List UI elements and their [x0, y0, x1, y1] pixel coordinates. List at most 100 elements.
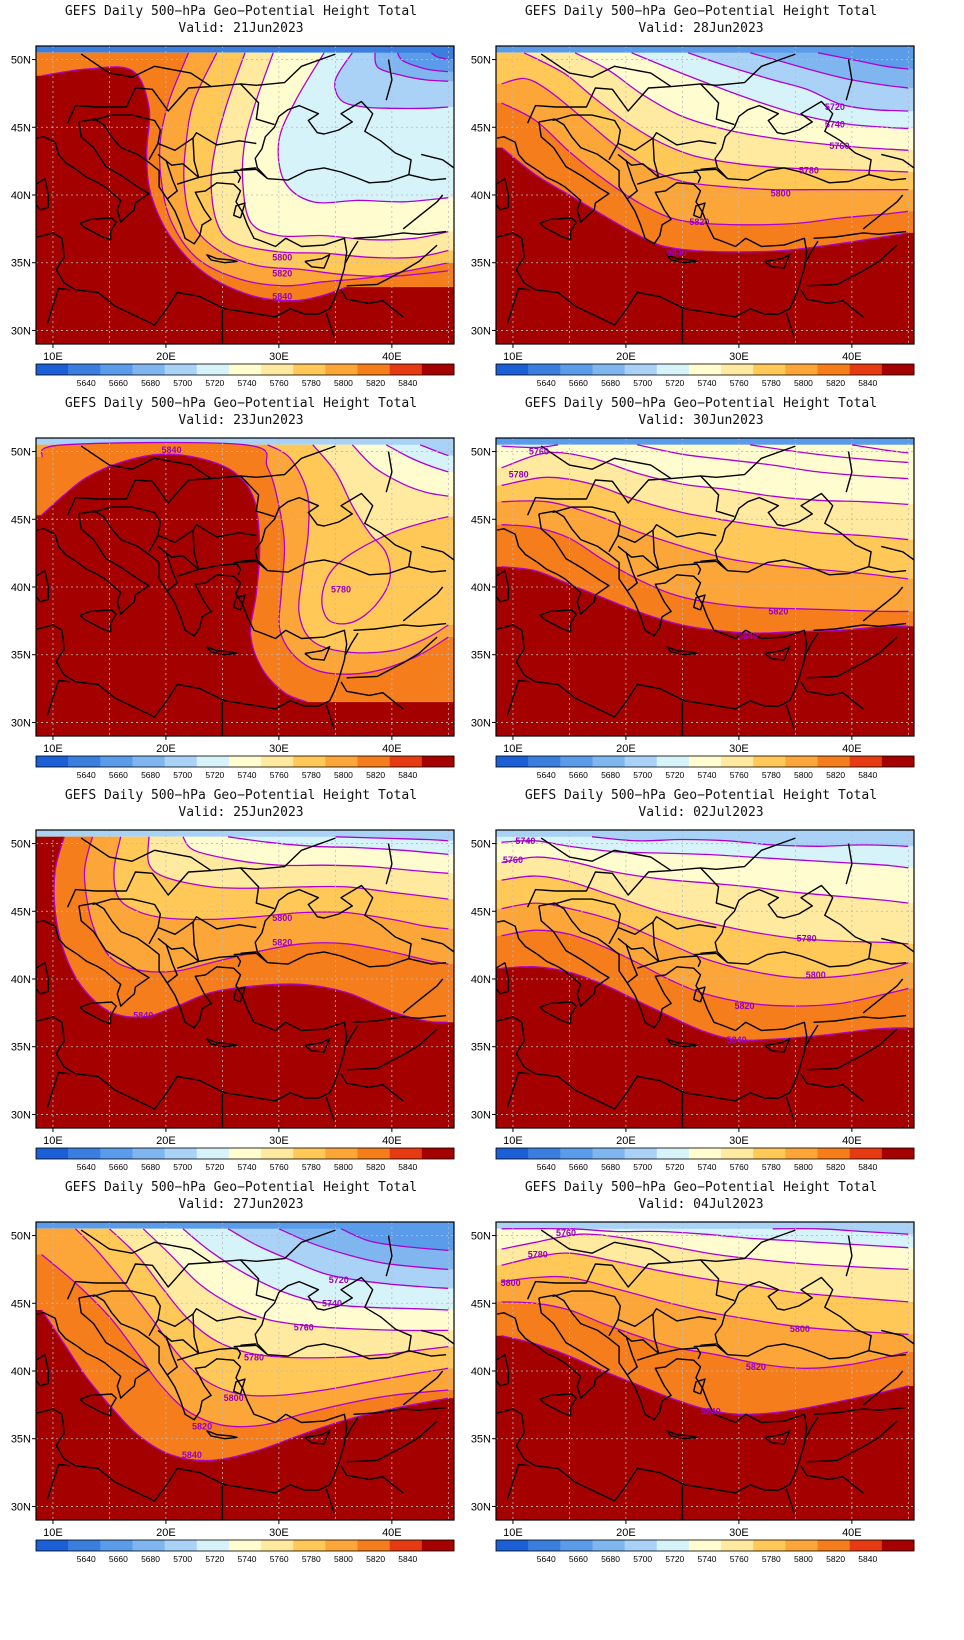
coastline-border [539, 217, 577, 241]
panel-title: GEFS Daily 500−hPa Geo−Potential Height … [524, 1180, 878, 1195]
x-tick-label: 30E [729, 1527, 749, 1539]
colorbar-swatch [421, 364, 455, 375]
x-tick-label: 40E [382, 351, 402, 363]
colorbar-swatch [228, 1540, 262, 1551]
contour-label: 5840 [738, 631, 758, 641]
contour-label: 5820 [272, 269, 292, 279]
colorbar-swatch [528, 1148, 561, 1159]
colorbar-swatch [721, 756, 754, 767]
coastline-border [240, 445, 336, 479]
coastline-border [232, 1378, 246, 1395]
coastline-border [254, 492, 412, 576]
coastline-border [165, 159, 178, 200]
colorbar-label: 5840 [858, 1554, 877, 1564]
coastline-border [36, 1294, 348, 1502]
coastline-border [617, 922, 660, 963]
coastline-border [700, 837, 796, 871]
colorbar-frame [495, 363, 915, 376]
colorbar-label: 5700 [173, 378, 192, 388]
colorbar-label: 5740 [698, 770, 717, 780]
map-panel: GEFS Daily 500−hPa Geo−Potential Height … [0, 1176, 482, 1586]
coastline-border [240, 167, 257, 170]
x-tick-label: 10E [503, 1135, 523, 1147]
map-panel: GEFS Daily 500−hPa Geo−Potential Height … [460, 784, 942, 1194]
coastline-border [344, 1024, 359, 1048]
coastline-border [881, 153, 914, 169]
contour-line [501, 1335, 909, 1416]
colorbar-label: 5800 [794, 1162, 813, 1172]
colorbar-swatch [721, 1148, 754, 1159]
coastline-border [506, 287, 530, 324]
x-tick-label: 30E [729, 743, 749, 755]
contour-line [501, 856, 909, 904]
contour-line [41, 1309, 449, 1462]
coastline-border [845, 1235, 853, 1277]
colorbar-swatch [228, 1148, 262, 1159]
colorbar-swatch [100, 1148, 133, 1159]
coastline-border [496, 513, 610, 615]
height-map: 5760 5780 5800 5800 5820 5840 10E 20E 30E 40E 30N 3… [471, 1221, 915, 1564]
contour-label: 5800 [501, 1278, 521, 1288]
contour-line [501, 1301, 909, 1369]
coastline-border [845, 843, 853, 885]
coastline-border [617, 1307, 717, 1328]
coastline-border [555, 475, 735, 518]
colorbar-label: 5680 [141, 770, 160, 780]
contour-line [340, 1228, 449, 1252]
colorbar-swatch [325, 756, 359, 767]
coastline-border [80, 837, 212, 872]
y-tick-label: 30N [471, 1109, 491, 1121]
x-tick-label: 20E [156, 1527, 176, 1539]
coastline-border [46, 287, 70, 324]
contour-line [501, 840, 909, 869]
colorbar-label: 5640 [77, 1162, 96, 1172]
coastline-border [240, 559, 257, 562]
colorbar-swatch [560, 756, 593, 767]
panel-title: GEFS Daily 500−hPa Geo−Potential Height … [64, 396, 418, 411]
contour-label: 5800 [224, 1393, 244, 1403]
colorbar-frame [35, 755, 455, 768]
colorbar-swatch [656, 1540, 690, 1551]
colorbar-label: 5720 [665, 1554, 684, 1564]
coastline-border [617, 530, 660, 571]
colorbar-label: 5740 [238, 770, 257, 780]
contour-line [817, 52, 909, 70]
contour-label: 5820 [689, 217, 709, 227]
colorbar-label: 5700 [173, 1162, 192, 1172]
y-tick-label: 50N [471, 1231, 491, 1243]
coastline-border [804, 1416, 819, 1440]
colorbar-label: 5780 [302, 770, 321, 780]
colorbar-label: 5840 [858, 770, 877, 780]
colorbar-swatch [849, 1540, 883, 1551]
coastline-border [692, 1378, 706, 1395]
colorbar-label: 5680 [601, 378, 620, 388]
y-tick-label: 50N [11, 1231, 31, 1243]
coastline-border [325, 1488, 335, 1514]
coastline-border [157, 1314, 200, 1355]
contour-line [501, 875, 909, 945]
colorbar-label: 5660 [569, 1162, 588, 1172]
coastline-border [700, 951, 717, 954]
coastline-border [36, 118, 348, 326]
colorbar-swatch [36, 1540, 69, 1551]
coastline-border [36, 178, 50, 211]
contour-label: 5740 [825, 120, 845, 130]
contour-label: 5780 [528, 1250, 548, 1260]
y-tick-label: 30N [11, 325, 31, 337]
contour-line [591, 836, 909, 847]
x-tick-label: 20E [156, 1135, 176, 1147]
coastline-border [402, 586, 444, 622]
x-tick-label: 20E [156, 743, 176, 755]
coastline-border [344, 1416, 359, 1440]
colorbar-swatch [496, 1540, 529, 1551]
coastline-border [304, 645, 331, 661]
colorbar-swatch [592, 1148, 626, 1159]
colorbar-swatch [261, 1148, 294, 1159]
colorbar-label: 5740 [698, 378, 717, 388]
colorbar-swatch [132, 1148, 166, 1159]
colorbar-swatch [656, 756, 690, 767]
contour-label: 5760 [503, 855, 523, 865]
contour-line [501, 1233, 909, 1271]
coastline-border [36, 510, 348, 718]
colorbar-label: 5780 [762, 770, 781, 780]
